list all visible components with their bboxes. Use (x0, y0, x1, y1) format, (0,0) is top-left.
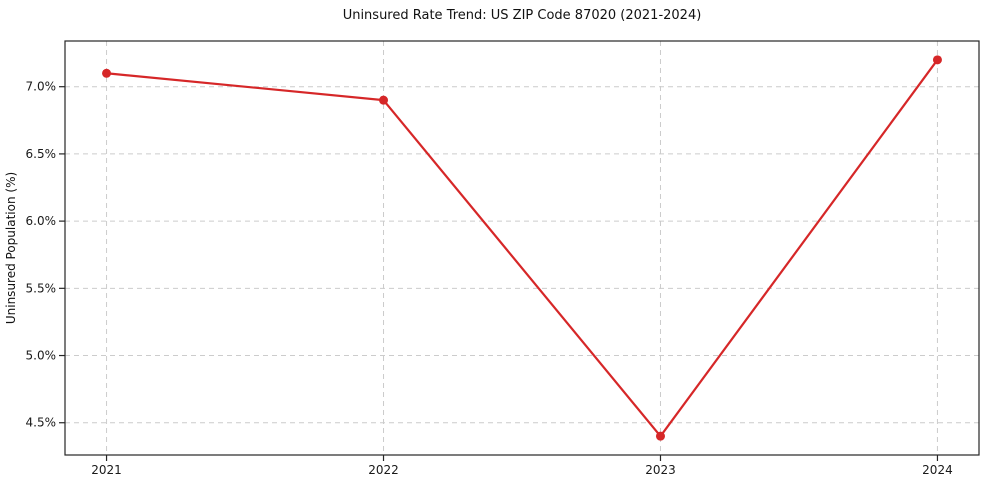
trend-line (105, 58, 939, 438)
y-axis-label: Uninsured Population (%) (4, 172, 18, 324)
data-point (932, 55, 942, 65)
x-tick-label: 2021 (91, 463, 122, 477)
y-tick-label: 4.5% (26, 416, 57, 430)
x-tick-label: 2024 (922, 463, 953, 477)
data-point (102, 68, 112, 78)
y-tick-label: 5.0% (26, 349, 57, 363)
y-tick-label: 5.5% (26, 281, 57, 295)
data-point (379, 95, 389, 105)
chart-layer: 4.5% 5.0% 5.5% 6.0% 6.5% 7.0% 2021 2022 2023 2024 (26, 40, 980, 477)
y-tick-label: 7.0% (26, 80, 57, 94)
data-point (655, 431, 665, 441)
chart-title: Uninsured Rate Trend: US ZIP Code 87020 … (343, 8, 702, 23)
x-tick-label: 2022 (368, 463, 399, 477)
y-tick-label: 6.5% (26, 147, 57, 161)
plot-border (64, 40, 980, 456)
x-tick-label: 2023 (645, 463, 676, 477)
y-tick-label: 6.0% (26, 214, 57, 228)
